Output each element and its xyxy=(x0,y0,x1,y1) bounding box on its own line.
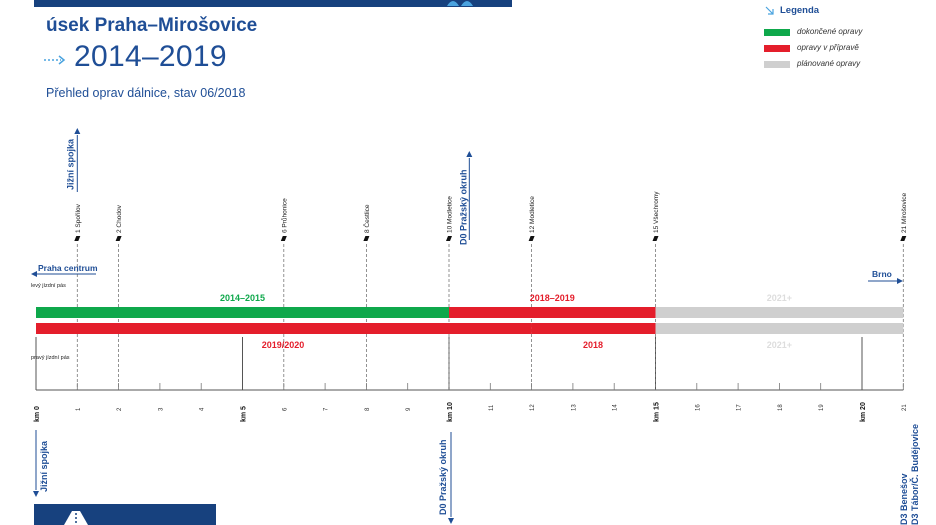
left-lane-segment xyxy=(36,307,449,318)
connection-arrow-icon xyxy=(33,491,39,497)
exit-icon xyxy=(280,236,287,241)
left-lane-year-label: 2014–2015 xyxy=(220,293,265,303)
km-minor-label: 7 xyxy=(324,407,330,411)
right-lane-segment xyxy=(531,323,656,334)
bottom-connection-label: D0 Pražský okruh xyxy=(438,439,448,515)
bottom-connection-label: D3 Tábor/Č. Budějovice xyxy=(909,424,920,525)
subtitle: Přehled oprav dálnice, stav 06/2018 xyxy=(46,86,246,100)
direction-right-arrow-icon xyxy=(897,278,903,284)
legend-swatch xyxy=(764,29,790,36)
left-lane-year-label: 2021+ xyxy=(767,293,792,303)
exit-label: 8 Čestlice xyxy=(362,204,371,233)
section-title: úsek Praha–Mirošovice xyxy=(46,15,258,36)
direction-left-arrow-icon xyxy=(31,271,37,277)
exit-icon xyxy=(115,236,122,241)
right-lane-segment xyxy=(655,323,904,334)
km-minor-label: 19 xyxy=(819,404,825,411)
km-major-label: km 15 xyxy=(654,402,661,422)
legend-item-label: dokončené opravy xyxy=(797,27,863,36)
exit-icon xyxy=(74,236,81,241)
legend-swatch xyxy=(764,61,790,68)
right-lane-segment xyxy=(36,323,532,334)
dotted-arrow-icon xyxy=(44,55,66,65)
legend-title: Legenda xyxy=(780,5,820,16)
exit-label: 6 Průhonice xyxy=(280,198,288,233)
legend-arrow-icon xyxy=(765,6,774,15)
road-logo-icon xyxy=(447,1,473,6)
legend-swatch xyxy=(764,45,790,52)
exit-label: 21 Mirošovice xyxy=(901,193,908,233)
left-lane-label: levý jízdní pás xyxy=(31,283,66,289)
km-minor-label: 2 xyxy=(117,407,123,411)
exit-icon xyxy=(446,236,452,241)
exit-icon xyxy=(363,236,370,241)
right-lane-year-label: 2019/2020 xyxy=(262,340,305,350)
km-minor-label: 9 xyxy=(406,407,412,411)
legend-item-label: plánované opravy xyxy=(797,59,861,68)
exit-label: 15 Všechromy xyxy=(653,191,660,233)
left-lane-year-label: 2018–2019 xyxy=(530,293,575,303)
km-minor-label: 21 xyxy=(902,404,908,411)
exit-icon xyxy=(652,236,659,241)
km-minor-label: 12 xyxy=(530,404,536,411)
right-lane-year-label: 2018 xyxy=(583,340,603,350)
direction-left-label: Praha centrum xyxy=(38,263,98,273)
exit-label: 10 Modletice xyxy=(447,196,454,233)
years-heading: 2014–2019 xyxy=(74,40,227,73)
exit-label: 1 Spořilov xyxy=(75,203,82,233)
km-minor-label: 6 xyxy=(282,407,288,411)
connection-arrow-icon xyxy=(448,518,454,524)
km-minor-label: 14 xyxy=(613,404,619,411)
km-minor-label: 16 xyxy=(695,404,701,411)
road-logo-icon xyxy=(64,511,88,525)
km-minor-label: 11 xyxy=(489,404,495,411)
right-lane-label: pravý jízdní pás xyxy=(31,355,70,361)
km-minor-label: 8 xyxy=(365,407,371,411)
left-lane-segment xyxy=(449,307,656,318)
right-lane-year-label: 2021+ xyxy=(767,340,792,350)
km-minor-label: 1 xyxy=(76,407,82,411)
km-minor-label: 4 xyxy=(200,407,206,411)
km-major-label: km 10 xyxy=(447,402,454,422)
km-major-label: km 20 xyxy=(860,402,867,422)
km-minor-label: 17 xyxy=(737,404,743,411)
exit-icon xyxy=(528,236,535,241)
exit-label: 2 Chodov xyxy=(116,204,123,233)
connection-arrow-icon xyxy=(466,151,473,157)
km-major-label: km 0 xyxy=(34,406,41,422)
km-minor-label: 13 xyxy=(571,404,577,411)
legend-item-label: opravy v přípravě xyxy=(797,43,859,52)
bottom-connection-label: D3 Benešov xyxy=(899,473,909,525)
km-major-label: km 5 xyxy=(241,406,248,422)
left-lane-segment xyxy=(655,307,904,318)
top-connection-label: D0 Pražský okruh xyxy=(458,169,468,245)
exit-icon xyxy=(900,236,907,241)
top-banner xyxy=(34,0,512,7)
km-minor-label: 18 xyxy=(778,404,784,411)
exit-label: 12 Modletice xyxy=(529,196,536,233)
direction-right-label: Brno xyxy=(872,269,892,279)
bottom-connection-label: Jižní spojka xyxy=(39,440,49,492)
km-minor-label: 3 xyxy=(158,407,164,411)
top-connection-label: Jižní spojka xyxy=(65,138,75,190)
connection-arrow-icon xyxy=(74,128,81,134)
